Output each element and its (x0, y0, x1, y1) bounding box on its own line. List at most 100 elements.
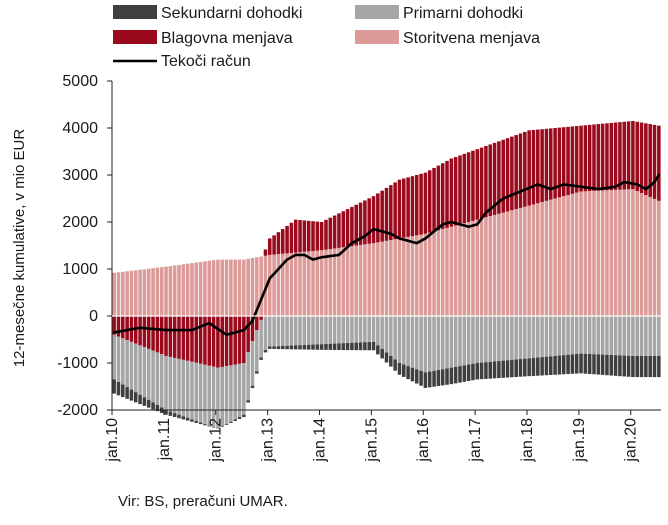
bar-blagovna (272, 235, 276, 255)
bar-blagovna (125, 316, 129, 341)
bar-sekundarni (561, 355, 566, 375)
bar-blagovna (164, 316, 168, 356)
bar-storitvena (306, 251, 311, 316)
bar-sekundarni (497, 361, 501, 379)
bar-sekundarni (436, 370, 441, 387)
bar-sekundarni (272, 346, 276, 349)
bar-primarni (449, 316, 454, 368)
bar-sekundarni (151, 402, 155, 410)
bar-sekundarni (402, 364, 406, 377)
bar-blagovna (557, 127, 562, 198)
bar-storitvena (518, 207, 523, 316)
bar-storitvena (501, 212, 505, 316)
bar-blagovna (341, 211, 346, 248)
x-tick-label: jan.17 (467, 418, 484, 463)
bar-primarni (393, 316, 397, 360)
bar-storitvena (298, 252, 302, 316)
bar-primarni (574, 316, 579, 354)
bar-blagovna (259, 316, 263, 320)
bar-sekundarni (414, 369, 419, 384)
bar-storitvena (596, 190, 601, 316)
bar-primarni (306, 316, 311, 345)
bar-blagovna (298, 220, 302, 253)
bar-sekundarni (648, 355, 652, 378)
bar-storitvena (220, 259, 224, 316)
bar-storitvena (540, 202, 544, 316)
bar-primarni (440, 316, 445, 370)
bar-primarni (211, 366, 216, 428)
bar-blagovna (639, 122, 644, 194)
bar-primarni (155, 352, 160, 405)
bar-blagovna (622, 121, 627, 190)
bar-storitvena (423, 233, 428, 316)
bar-primarni (319, 316, 324, 345)
bar-primarni (125, 340, 129, 388)
bar-storitvena (639, 193, 644, 316)
bar-sekundarni (419, 370, 423, 386)
bar-storitvena (618, 189, 622, 316)
bar-primarni (220, 366, 224, 427)
bar-storitvena (553, 198, 557, 316)
bar-sekundarni (626, 355, 631, 377)
bar-storitvena (453, 225, 458, 316)
bar-storitvena (449, 226, 454, 316)
bar-sekundarni (311, 344, 315, 350)
bar-primarni (181, 359, 186, 417)
bar-sekundarni (566, 354, 570, 375)
bar-storitvena (527, 205, 531, 316)
bar-primarni (540, 316, 544, 358)
bar-blagovna (466, 152, 471, 222)
bar-sekundarni (600, 354, 605, 375)
line-layer (112, 173, 661, 337)
legend-label-storitvena: Storitvena menjava (403, 30, 540, 47)
bar-blagovna (332, 215, 337, 249)
bar-primarni (216, 367, 220, 429)
bar-blagovna (276, 232, 281, 255)
bar-blagovna (613, 122, 618, 190)
bar-sekundarni (306, 344, 311, 350)
bar-storitvena (302, 251, 307, 316)
bar-sekundarni (549, 356, 553, 375)
bar-primarni (159, 354, 164, 408)
line-tekoci-racun (112, 173, 661, 337)
bar-storitvena (367, 243, 371, 316)
bar-primarni (285, 316, 289, 346)
bar-blagovna (367, 198, 371, 244)
bar-primarni (501, 316, 505, 361)
bar-blagovna (384, 187, 389, 241)
bar-storitvena (259, 256, 263, 316)
bar-blagovna (315, 221, 320, 251)
bar-primarni (354, 316, 359, 343)
bar-primarni (268, 316, 272, 347)
bar-primarni (259, 319, 263, 358)
bar-blagovna (177, 316, 181, 359)
bar-storitvena (414, 235, 419, 316)
bar-primarni (436, 316, 441, 371)
bar-primarni (419, 316, 423, 371)
y-tick-label: -2000 (57, 402, 98, 419)
bar-blagovna (445, 160, 449, 228)
bar-sekundarni (255, 371, 259, 374)
bar-primarni (146, 348, 151, 400)
bar-sekundarni (631, 355, 635, 378)
bar-sekundarni (518, 359, 523, 377)
bar-blagovna (436, 165, 441, 231)
bar-primarni (523, 316, 527, 359)
bar-storitvena (648, 196, 652, 316)
bar-storitvena (354, 245, 359, 316)
bar-storitvena (268, 254, 272, 316)
legend-label-blagovna: Blagovna menjava (161, 30, 293, 47)
bar-sekundarni (190, 419, 194, 422)
bar-sekundarni (289, 345, 294, 350)
bar-blagovna (220, 316, 224, 367)
bar-sekundarni (263, 350, 268, 353)
bar-storitvena (432, 231, 436, 316)
bar-sekundarni (644, 355, 648, 378)
bar-blagovna (644, 123, 648, 195)
bar-sekundarni (553, 355, 557, 375)
bar-sekundarni (613, 355, 618, 376)
x-tick-label: jan.18 (519, 418, 536, 463)
bar-primarni (389, 316, 393, 356)
bar-blagovna (293, 219, 298, 253)
